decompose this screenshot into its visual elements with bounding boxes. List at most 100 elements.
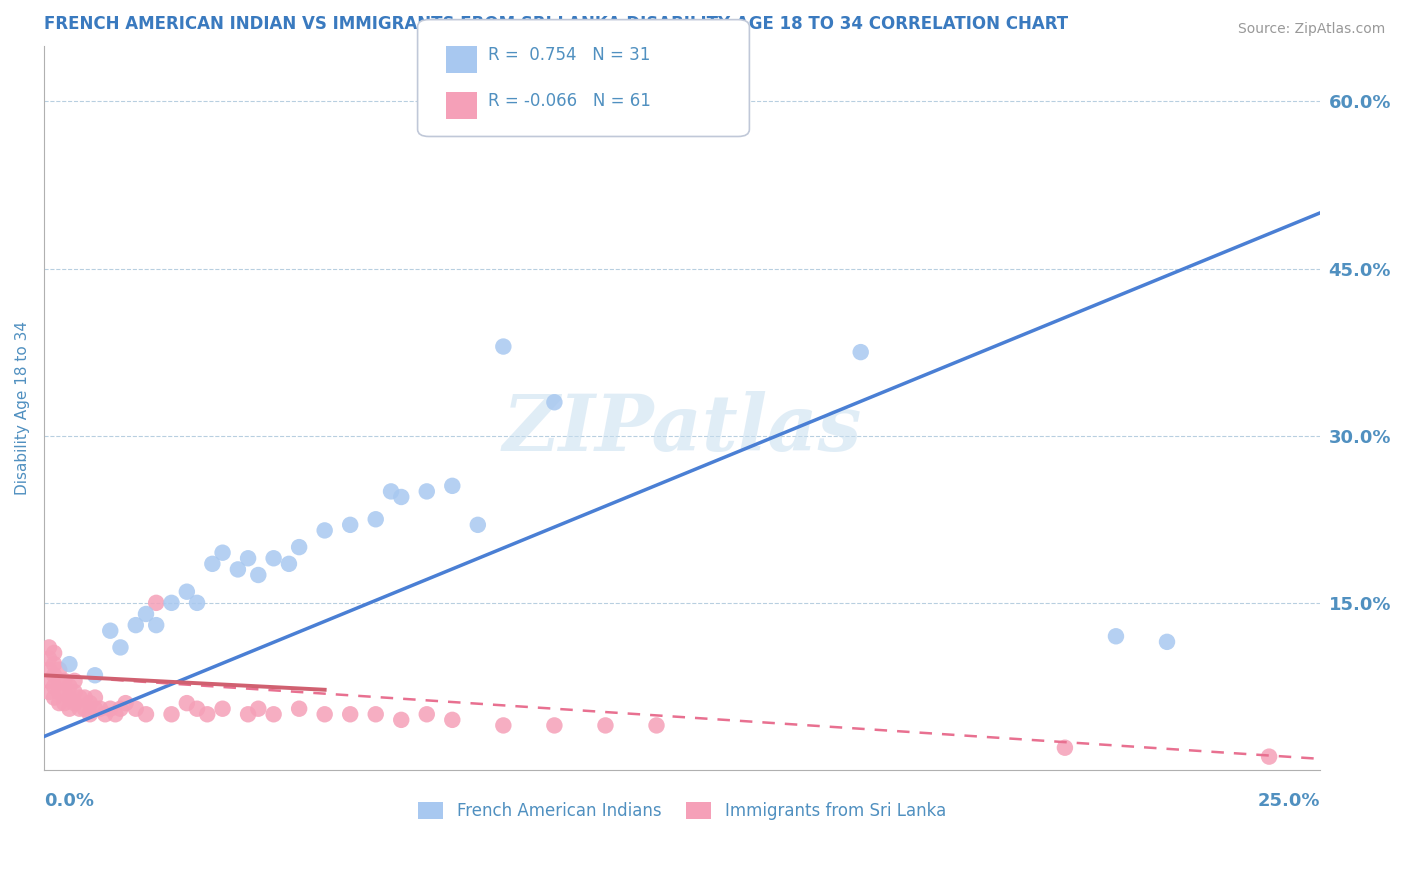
Point — [288, 540, 311, 554]
Point — [380, 484, 402, 499]
Point — [53, 685, 76, 699]
Legend: French American Indians, Immigrants from Sri Lanka: French American Indians, Immigrants from… — [412, 796, 952, 827]
Point — [389, 490, 412, 504]
Point — [1258, 749, 1281, 764]
Point — [98, 702, 121, 716]
Point — [314, 707, 336, 722]
Point — [247, 702, 270, 716]
Point — [211, 702, 233, 716]
Text: ZIPatlas: ZIPatlas — [502, 392, 862, 467]
Point — [48, 685, 70, 699]
Point — [263, 551, 285, 566]
Point — [98, 624, 121, 638]
Point — [467, 517, 489, 532]
Point — [263, 707, 285, 722]
Point — [48, 663, 70, 677]
Point — [278, 557, 301, 571]
Point — [1105, 629, 1128, 643]
Point — [543, 395, 565, 409]
Point — [114, 696, 136, 710]
Point — [247, 568, 270, 582]
Point — [339, 517, 361, 532]
Point — [645, 718, 668, 732]
Point — [84, 668, 107, 682]
Point — [195, 707, 218, 722]
Point — [104, 707, 127, 722]
Point — [125, 618, 148, 632]
Point — [84, 690, 107, 705]
Point — [53, 673, 76, 688]
Point — [42, 680, 65, 694]
Point — [63, 685, 86, 699]
Point — [160, 707, 183, 722]
Point — [211, 546, 233, 560]
Point — [42, 668, 65, 682]
Point — [53, 696, 76, 710]
Y-axis label: Disability Age 18 to 34: Disability Age 18 to 34 — [15, 321, 30, 495]
Point — [339, 707, 361, 722]
Point — [441, 479, 464, 493]
Point — [84, 702, 107, 716]
Point — [79, 696, 101, 710]
Point — [73, 702, 96, 716]
Point — [73, 690, 96, 705]
Point — [110, 702, 132, 716]
Point — [58, 680, 80, 694]
Point — [186, 702, 208, 716]
Point — [145, 618, 167, 632]
Point — [94, 707, 117, 722]
Point — [364, 512, 387, 526]
Text: 25.0%: 25.0% — [1257, 792, 1320, 810]
Point — [38, 673, 60, 688]
Point — [145, 596, 167, 610]
Point — [38, 685, 60, 699]
Point — [416, 707, 439, 722]
Point — [38, 663, 60, 677]
Text: 0.0%: 0.0% — [44, 792, 94, 810]
Point — [176, 696, 198, 710]
Point — [110, 640, 132, 655]
Point — [125, 702, 148, 716]
Point — [236, 707, 259, 722]
Text: R =  0.754   N = 31: R = 0.754 N = 31 — [488, 46, 650, 64]
Point — [186, 596, 208, 610]
Point — [849, 345, 872, 359]
Point — [38, 640, 60, 655]
Point — [201, 557, 224, 571]
Point — [58, 690, 80, 705]
Point — [42, 646, 65, 660]
Point — [288, 702, 311, 716]
Point — [135, 607, 157, 621]
Point — [176, 584, 198, 599]
Point — [492, 340, 515, 354]
Point — [58, 702, 80, 716]
Point — [1156, 635, 1178, 649]
Point — [492, 718, 515, 732]
Text: R = -0.066   N = 61: R = -0.066 N = 61 — [488, 92, 651, 110]
Point — [236, 551, 259, 566]
Point — [1053, 740, 1076, 755]
Point — [226, 562, 249, 576]
Point — [38, 651, 60, 665]
Point — [63, 696, 86, 710]
Point — [48, 696, 70, 710]
Point — [389, 713, 412, 727]
Point — [48, 673, 70, 688]
Point — [42, 690, 65, 705]
Point — [89, 702, 111, 716]
Text: FRENCH AMERICAN INDIAN VS IMMIGRANTS FROM SRI LANKA DISABILITY AGE 18 TO 34 CORR: FRENCH AMERICAN INDIAN VS IMMIGRANTS FRO… — [44, 15, 1069, 33]
Point — [69, 702, 91, 716]
Point — [595, 718, 617, 732]
Point — [63, 673, 86, 688]
Point — [42, 657, 65, 672]
Point — [441, 713, 464, 727]
Point — [314, 524, 336, 538]
Point — [79, 707, 101, 722]
Point — [58, 657, 80, 672]
Point — [364, 707, 387, 722]
Point — [135, 707, 157, 722]
Point — [543, 718, 565, 732]
Point — [416, 484, 439, 499]
Point — [69, 690, 91, 705]
Text: Source: ZipAtlas.com: Source: ZipAtlas.com — [1237, 22, 1385, 37]
